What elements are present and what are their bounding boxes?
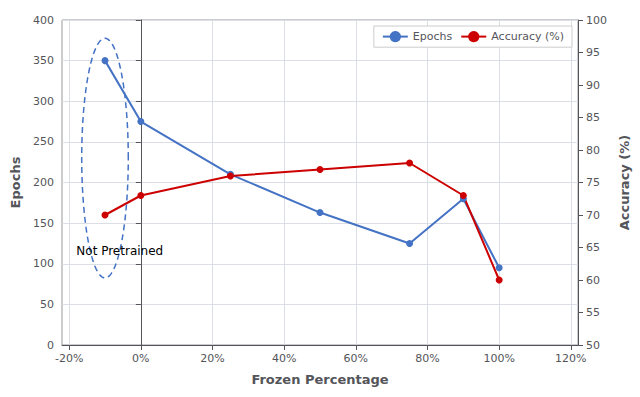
svg-text:90: 90 <box>586 79 600 92</box>
svg-text:Accuracy (%): Accuracy (%) <box>491 30 564 43</box>
svg-text:100%: 100% <box>483 352 514 365</box>
svg-text:100: 100 <box>33 257 54 270</box>
svg-text:40%: 40% <box>272 352 296 365</box>
svg-text:-20%: -20% <box>55 352 83 365</box>
svg-text:Epochs: Epochs <box>413 30 453 43</box>
svg-text:250: 250 <box>33 135 54 148</box>
svg-text:80: 80 <box>586 144 600 157</box>
svg-text:85: 85 <box>586 111 600 124</box>
svg-text:50: 50 <box>586 339 600 352</box>
svg-text:60%: 60% <box>344 352 368 365</box>
svg-text:150: 150 <box>33 217 54 230</box>
svg-text:350: 350 <box>33 54 54 67</box>
svg-text:400: 400 <box>33 14 54 27</box>
svg-text:0%: 0% <box>132 352 149 365</box>
svg-text:20%: 20% <box>200 352 224 365</box>
svg-text:Not Pretrained: Not Pretrained <box>76 244 163 258</box>
svg-text:65: 65 <box>586 241 600 254</box>
svg-text:100: 100 <box>586 14 607 27</box>
svg-text:95: 95 <box>586 46 600 59</box>
svg-text:55: 55 <box>586 306 600 319</box>
svg-text:300: 300 <box>33 95 54 108</box>
svg-text:200: 200 <box>33 176 54 189</box>
svg-text:Epochs: Epochs <box>8 156 23 208</box>
svg-text:70: 70 <box>586 209 600 222</box>
svg-text:60: 60 <box>586 274 600 287</box>
svg-text:50: 50 <box>40 298 54 311</box>
svg-text:75: 75 <box>586 176 600 189</box>
svg-text:120%: 120% <box>555 352 586 365</box>
svg-text:80%: 80% <box>415 352 439 365</box>
svg-text:0: 0 <box>47 339 54 352</box>
svg-text:Accuracy (%): Accuracy (%) <box>617 135 632 231</box>
svg-text:Frozen Percentage: Frozen Percentage <box>251 372 388 387</box>
